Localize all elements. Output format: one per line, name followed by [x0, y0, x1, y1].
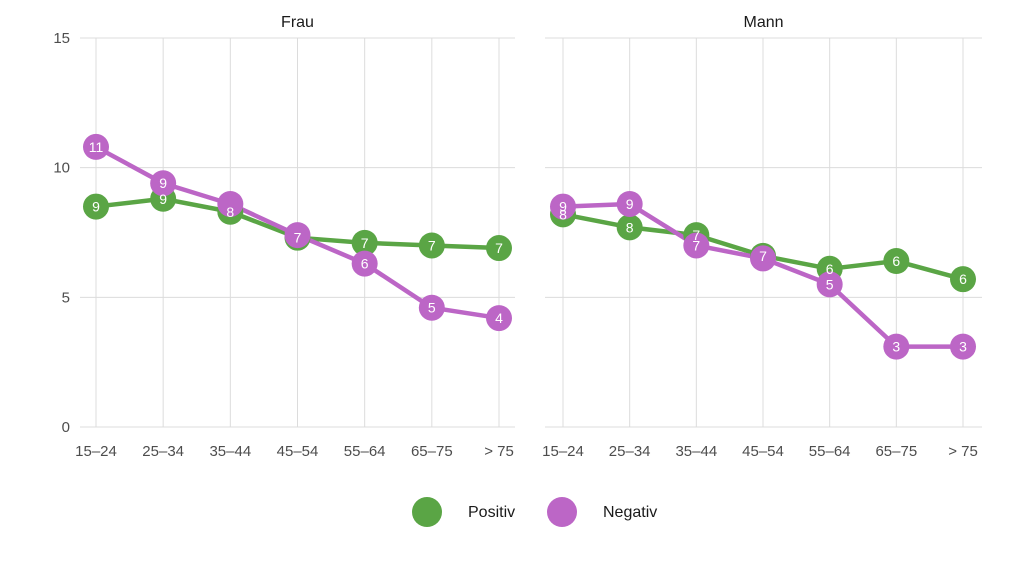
data-label: 4 [495, 310, 503, 326]
data-label: 6 [826, 261, 834, 277]
point-positiv [616, 214, 643, 241]
data-label: 3 [892, 339, 900, 355]
point-positiv [486, 235, 512, 262]
data-label: 9 [559, 199, 567, 215]
point-negativ [550, 193, 576, 220]
x-tick-label: 45–54 [277, 443, 319, 460]
x-tick-label: 65–75 [411, 443, 453, 460]
legend-key-negativ [547, 497, 577, 527]
data-label: 6 [361, 256, 369, 272]
data-label: 9 [159, 175, 167, 191]
data-label: 9 [92, 199, 100, 215]
data-label: 6 [892, 253, 900, 269]
data-label: 7 [361, 235, 369, 251]
y-tick-label: 10 [53, 160, 70, 177]
x-tick-label: 45–54 [742, 443, 784, 460]
panel-title-0: Frau [281, 14, 314, 31]
data-label: 8 [559, 206, 567, 222]
x-tick-label: 65–75 [875, 443, 917, 460]
data-label: 11 [89, 139, 104, 155]
legend-label-positiv: Positiv [468, 504, 515, 521]
y-tick-label: 5 [62, 289, 70, 306]
data-label: 9 [626, 196, 634, 212]
point-positiv [83, 193, 109, 220]
point-positiv [418, 232, 445, 259]
x-tick-label: > 75 [484, 443, 514, 460]
x-tick-label: 55–64 [809, 443, 851, 460]
x-tick-label: 15–24 [75, 443, 117, 460]
point-negativ [284, 222, 311, 249]
y-tick-label: 15 [53, 30, 70, 47]
y-tick-label: 0 [62, 419, 70, 436]
x-tick-label: 35–44 [675, 443, 717, 460]
data-label: 3 [959, 339, 967, 355]
data-label: 8 [226, 204, 234, 220]
point-positiv [351, 229, 378, 256]
legend-key-positiv [412, 497, 442, 527]
point-negativ [950, 333, 976, 360]
x-tick-label: 15–24 [542, 443, 584, 460]
point-positiv [950, 266, 976, 293]
x-tick-label: > 75 [948, 443, 978, 460]
point-negativ [83, 133, 109, 160]
data-label: 7 [428, 237, 436, 253]
point-negativ [683, 232, 710, 259]
point-negativ [486, 305, 512, 332]
data-label: 7 [495, 240, 503, 256]
data-label: 6 [959, 271, 967, 287]
panel-title-1: Mann [743, 14, 783, 31]
point-negativ [883, 333, 910, 360]
data-label: 7 [692, 227, 700, 243]
x-tick-label: 25–34 [609, 443, 651, 460]
data-label: 7 [294, 230, 302, 246]
point-negativ [150, 170, 177, 197]
point-negativ [616, 190, 643, 217]
data-label: 5 [826, 276, 834, 292]
x-tick-label: 35–44 [209, 443, 251, 460]
point-negativ [217, 190, 244, 217]
point-negativ [418, 294, 445, 321]
data-label: 7 [759, 248, 767, 264]
data-label: 8 [626, 219, 634, 235]
data-label: 7 [692, 237, 700, 253]
data-label: 9 [159, 191, 167, 207]
x-tick-label: 25–34 [142, 443, 184, 460]
point-negativ [351, 250, 378, 277]
point-positiv [883, 248, 910, 275]
point-negativ [816, 271, 843, 298]
data-label: 5 [428, 300, 436, 316]
x-tick-label: 55–64 [344, 443, 386, 460]
point-negativ [750, 245, 776, 272]
legend-label-negativ: Negativ [603, 504, 657, 521]
